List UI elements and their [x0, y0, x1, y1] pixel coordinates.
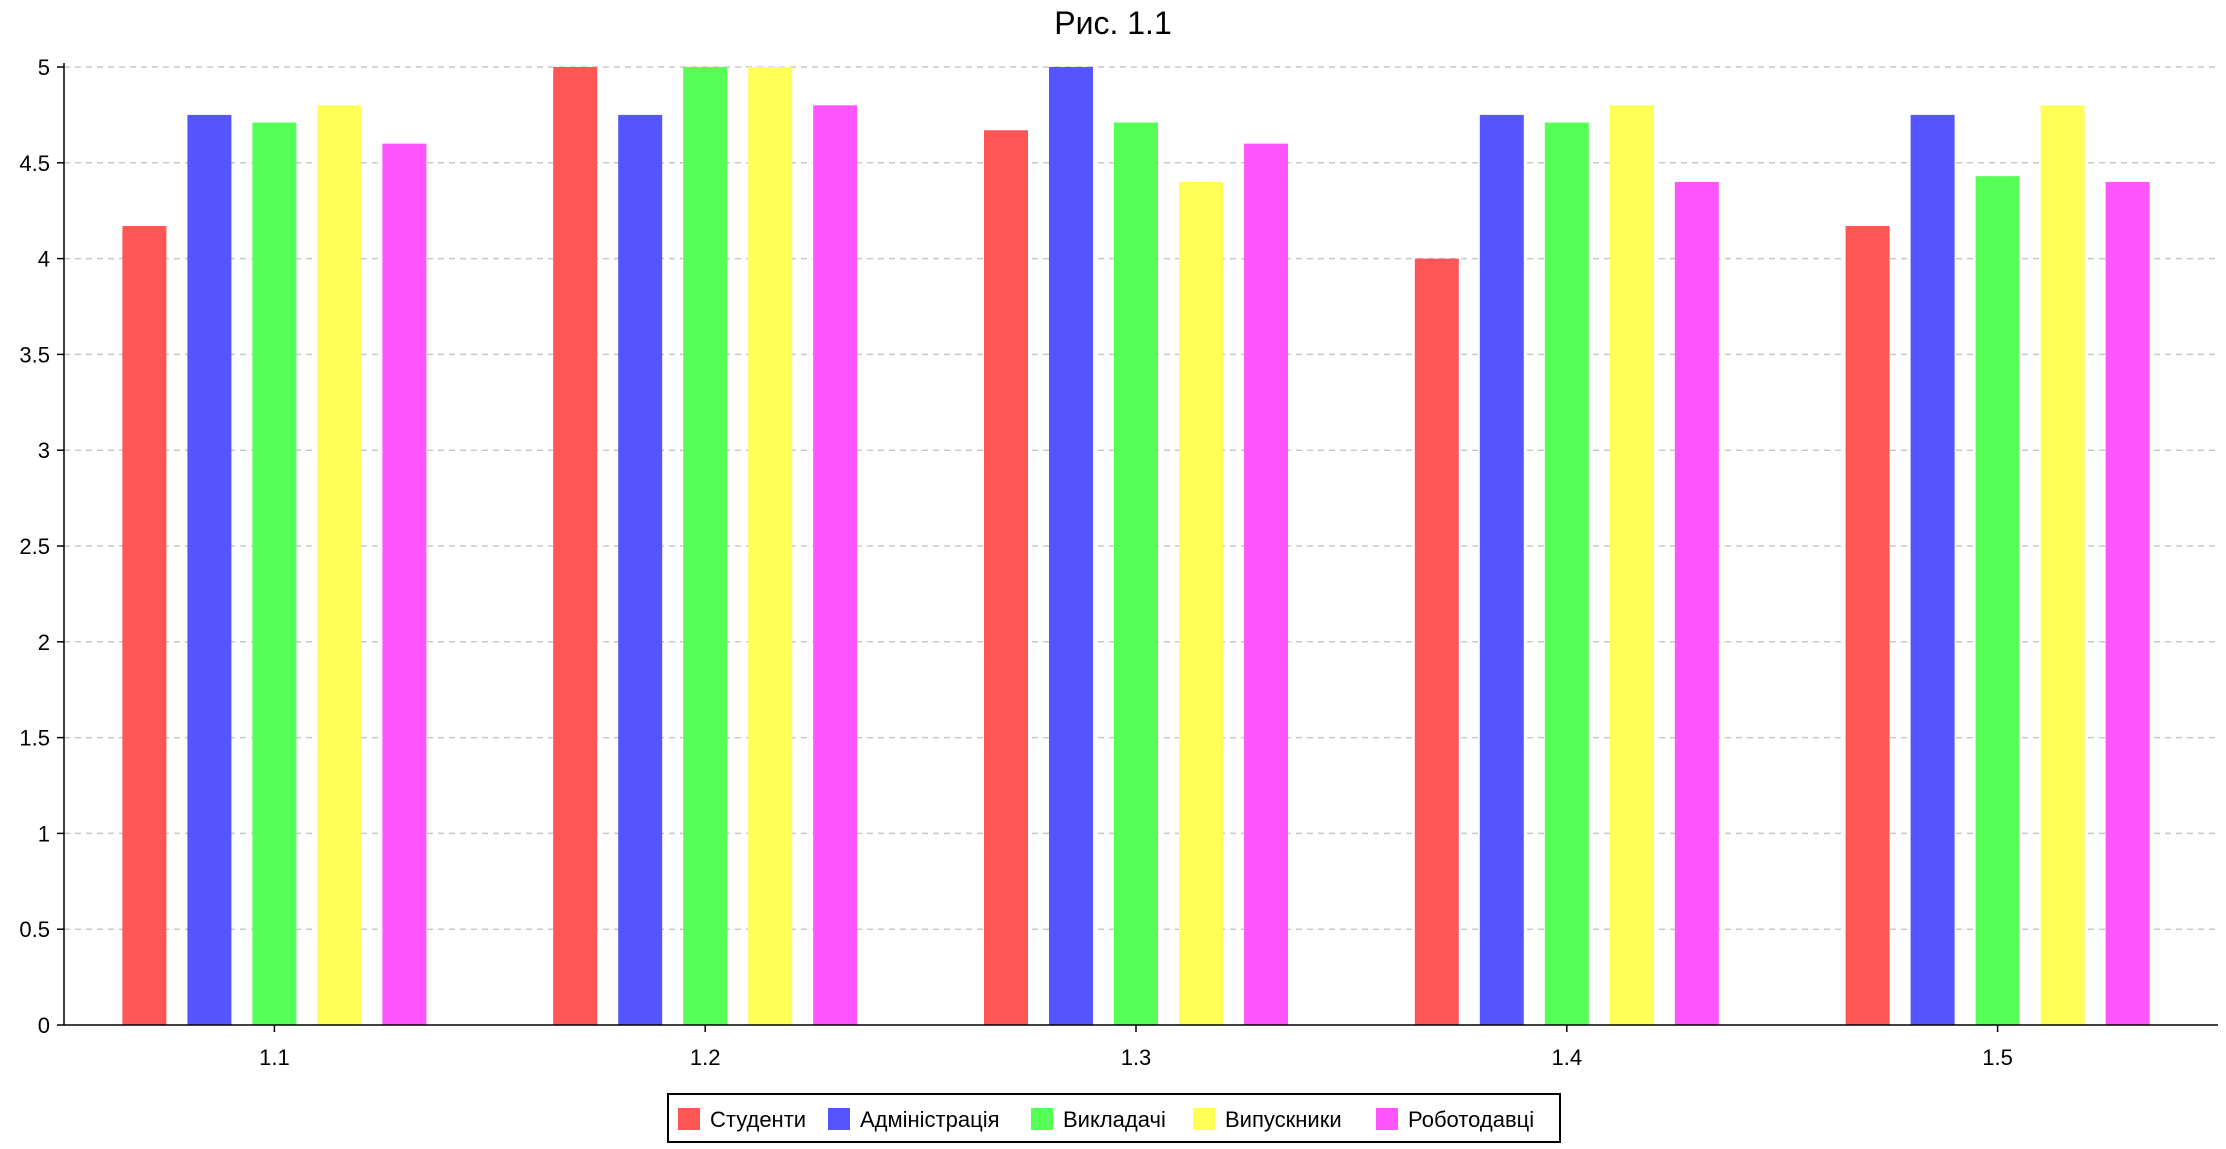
bar	[187, 114, 232, 1025]
chart-title: Рис. 1.1	[1054, 5, 1171, 41]
legend-label: Викладачі	[1063, 1107, 1166, 1132]
bar	[1910, 114, 1955, 1025]
x-axis-ticks: 1.1 1.2 1.3 1.4 1.5	[259, 1025, 2013, 1070]
bar	[618, 114, 663, 1025]
legend-swatch	[1031, 1108, 1053, 1130]
y-tick-label: 4	[38, 247, 50, 272]
bar	[2040, 105, 2085, 1025]
bar	[1609, 105, 1654, 1025]
bar	[1544, 122, 1589, 1025]
y-axis-ticks: 0 0.5 1 1.5 2 2.5 3 3.5 4 4.5 5	[19, 55, 64, 1038]
y-tick-label: 2	[38, 630, 50, 655]
y-tick-label: 2.5	[19, 534, 50, 559]
bar	[748, 67, 793, 1025]
bar	[1179, 181, 1223, 1025]
legend-swatch	[1193, 1108, 1215, 1130]
x-tick-label: 1.1	[259, 1045, 290, 1070]
y-tick-label: 5	[38, 55, 50, 80]
bar	[1114, 122, 1158, 1025]
bar	[122, 226, 167, 1025]
y-tick-label: 3.5	[19, 342, 50, 367]
bar	[553, 67, 598, 1025]
y-tick-label: 3	[38, 438, 50, 463]
y-tick-label: 4.5	[19, 151, 50, 176]
bar	[1845, 226, 1890, 1025]
legend-label: Адміністрація	[860, 1107, 1000, 1132]
bar	[1244, 143, 1288, 1025]
bar	[683, 67, 728, 1025]
legend-label: Випускники	[1225, 1107, 1342, 1132]
x-tick-label: 1.5	[1982, 1045, 2013, 1070]
legend-swatch	[678, 1108, 700, 1130]
y-tick-label: 1.5	[19, 726, 50, 751]
legend-swatch	[828, 1108, 850, 1130]
bar	[252, 122, 297, 1025]
legend-swatch	[1376, 1108, 1398, 1130]
y-tick-label: 1	[38, 821, 50, 846]
legend: Студенти Адміністрація Викладачі Випускники…	[667, 1093, 1561, 1143]
x-tick-label: 1.3	[1121, 1045, 1152, 1070]
bar	[1674, 181, 1719, 1025]
bar	[1975, 176, 2020, 1025]
x-tick-label: 1.2	[690, 1045, 721, 1070]
bar	[1479, 114, 1524, 1025]
bar	[984, 130, 1028, 1025]
legend-label: Роботодавці	[1408, 1107, 1534, 1132]
legend-label: Студенти	[710, 1107, 806, 1132]
axes	[63, 63, 2218, 1026]
y-tick-label: 0.5	[19, 917, 50, 942]
x-tick-label: 1.4	[1552, 1045, 1583, 1070]
bars	[122, 67, 2150, 1026]
legend-box	[667, 1093, 1561, 1143]
y-tick-label: 0	[38, 1013, 50, 1038]
bar	[382, 143, 427, 1025]
bar	[1414, 258, 1459, 1026]
bar	[1049, 67, 1093, 1025]
bar	[317, 105, 362, 1025]
bar	[813, 105, 858, 1025]
bar	[2105, 181, 2150, 1025]
